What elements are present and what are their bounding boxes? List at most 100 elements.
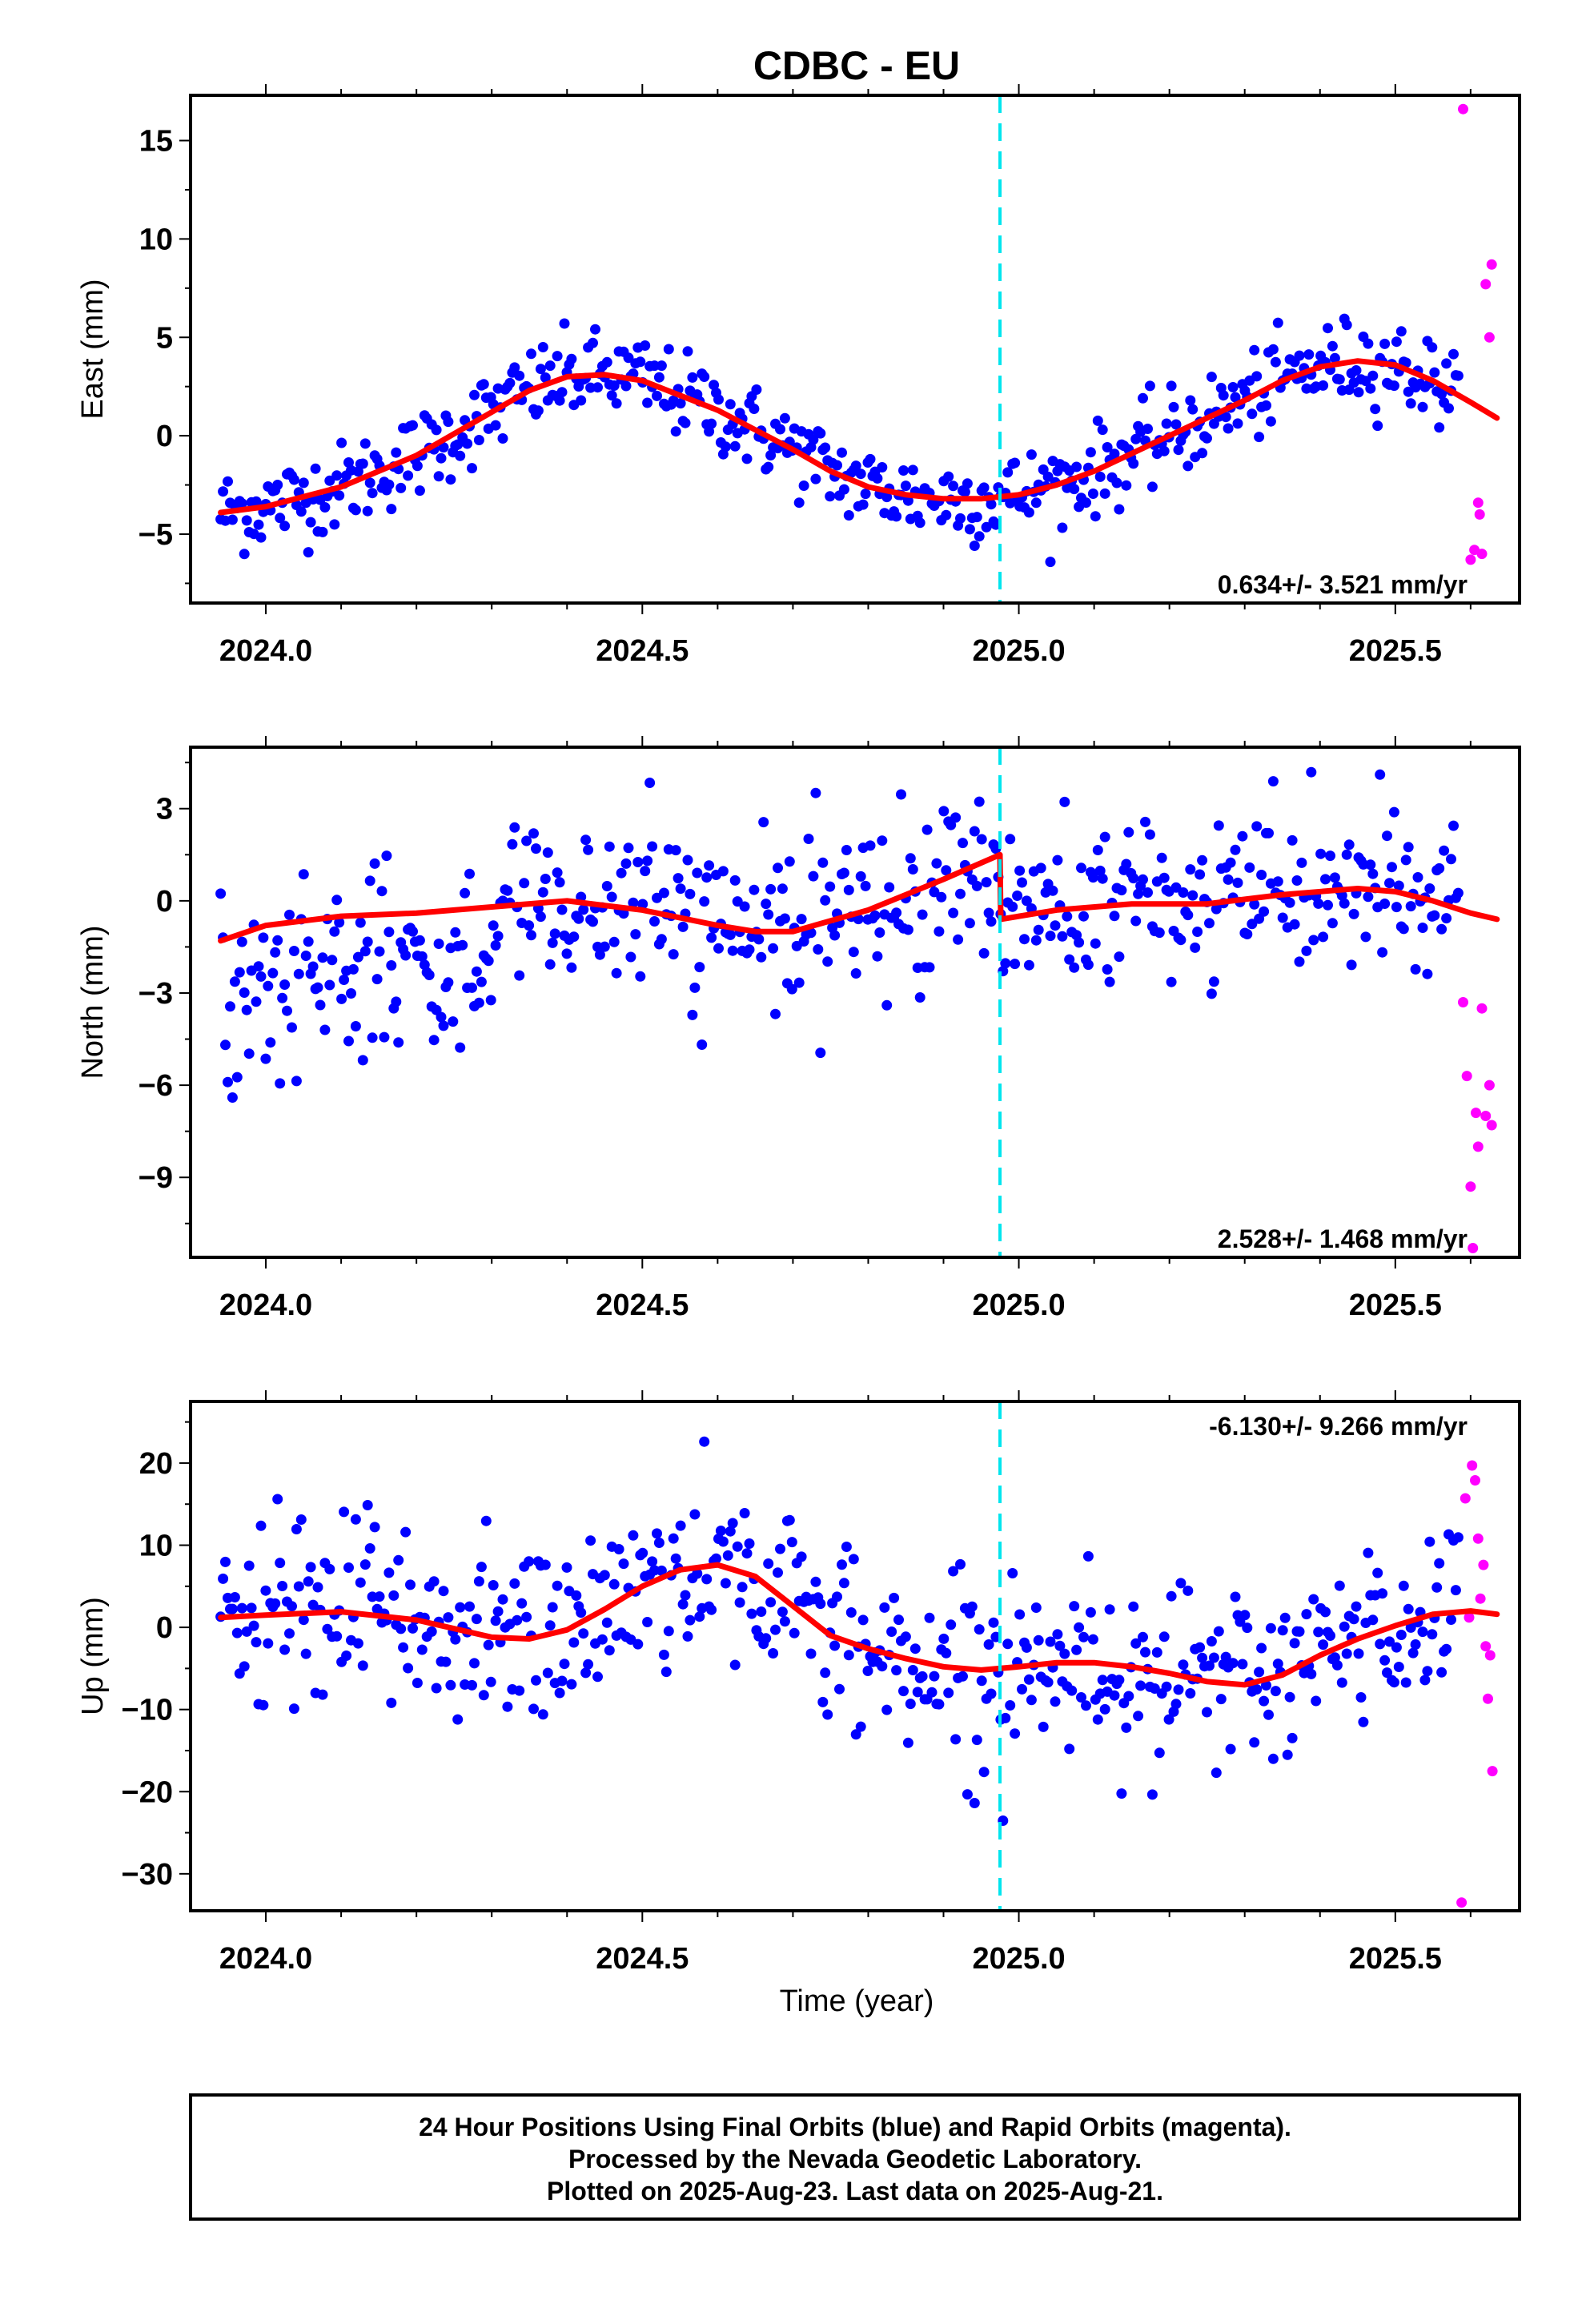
final-point (1417, 1626, 1428, 1638)
final-point (608, 936, 620, 947)
up-rapid-points (1456, 1460, 1498, 1908)
final-point (713, 394, 724, 405)
final-point (1033, 924, 1044, 935)
final-point (1102, 442, 1113, 452)
final-point (796, 1551, 807, 1562)
final-point (246, 1602, 257, 1614)
final-point (1087, 489, 1098, 499)
final-point (331, 470, 343, 481)
final-point (860, 880, 871, 891)
final-point (1128, 458, 1139, 469)
final-point (1081, 1700, 1091, 1711)
final-point (891, 907, 902, 919)
final-point (255, 1520, 267, 1531)
final-point (1109, 911, 1120, 922)
final-point (775, 424, 785, 435)
final-point (580, 834, 592, 846)
final-point (1339, 898, 1350, 909)
final-point (628, 1530, 639, 1541)
final-point (832, 460, 842, 471)
final-point (414, 485, 425, 497)
final-point (768, 943, 779, 954)
final-point (1452, 370, 1464, 381)
final-point (1114, 1675, 1125, 1686)
final-point (1054, 1640, 1066, 1651)
final-point (1102, 964, 1113, 975)
rapid-point (1480, 279, 1492, 290)
final-point (685, 1614, 696, 1626)
final-point (1261, 400, 1271, 411)
final-point (706, 932, 717, 943)
final-point (663, 1626, 674, 1637)
final-point (628, 897, 639, 908)
final-point (471, 966, 482, 977)
final-point (1393, 880, 1404, 891)
final-point (618, 1558, 629, 1570)
final-point (1185, 1688, 1196, 1699)
final-point (1382, 1667, 1392, 1679)
final-point (324, 979, 335, 991)
final-point (1336, 1677, 1347, 1688)
final-point (896, 789, 906, 800)
y-tick-label: 10 (139, 223, 173, 256)
final-point (981, 521, 992, 533)
final-point (566, 1679, 577, 1690)
final-point (848, 1554, 859, 1565)
final-point (1398, 1580, 1409, 1591)
final-point (872, 472, 883, 484)
final-point (1372, 1567, 1383, 1578)
final-point (611, 398, 622, 409)
final-point (898, 1686, 909, 1697)
final-point (1289, 919, 1300, 930)
final-point (1363, 1547, 1374, 1558)
final-point (310, 463, 321, 474)
final-point (317, 526, 328, 537)
final-point (528, 828, 539, 839)
final-point (1348, 908, 1359, 919)
final-point (288, 1703, 299, 1715)
final-point (393, 1037, 404, 1048)
final-point (834, 1683, 845, 1695)
x-tick-label: 2025.5 (1349, 1942, 1442, 1976)
final-point (917, 1671, 928, 1682)
final-point (689, 982, 701, 993)
final-point (865, 453, 876, 464)
final-point (699, 896, 710, 907)
rapid-point (1476, 1003, 1488, 1014)
final-point (1395, 1630, 1407, 1640)
final-point (473, 997, 484, 1008)
final-point (1387, 862, 1397, 873)
final-point (386, 960, 397, 971)
final-point (1334, 374, 1345, 385)
final-point (642, 397, 653, 408)
final-point (386, 1697, 397, 1708)
final-point (464, 868, 475, 879)
final-point (779, 412, 790, 424)
final-point (673, 873, 684, 884)
y-tick-label: −5 (139, 518, 173, 552)
final-point (485, 1676, 496, 1687)
final-point (1341, 1648, 1352, 1659)
final-point (1050, 920, 1061, 931)
final-point (393, 1554, 404, 1566)
final-point (1237, 830, 1248, 842)
final-point (986, 1688, 997, 1699)
y-tick-label: 3 (156, 793, 173, 826)
final-point (293, 968, 304, 979)
final-point (950, 812, 962, 823)
final-point (1211, 1767, 1222, 1779)
final-point (236, 1602, 247, 1614)
final-point (630, 929, 641, 940)
final-point (893, 1614, 904, 1626)
final-point (786, 1537, 797, 1548)
final-point (661, 1667, 672, 1678)
final-point (578, 1628, 589, 1639)
final-point (1391, 902, 1402, 913)
final-point (516, 1598, 528, 1609)
final-point (974, 531, 985, 542)
final-point (521, 1611, 532, 1622)
final-point (1144, 829, 1155, 840)
final-point (1163, 1714, 1174, 1725)
final-point (596, 1634, 608, 1645)
final-point (405, 1579, 416, 1590)
